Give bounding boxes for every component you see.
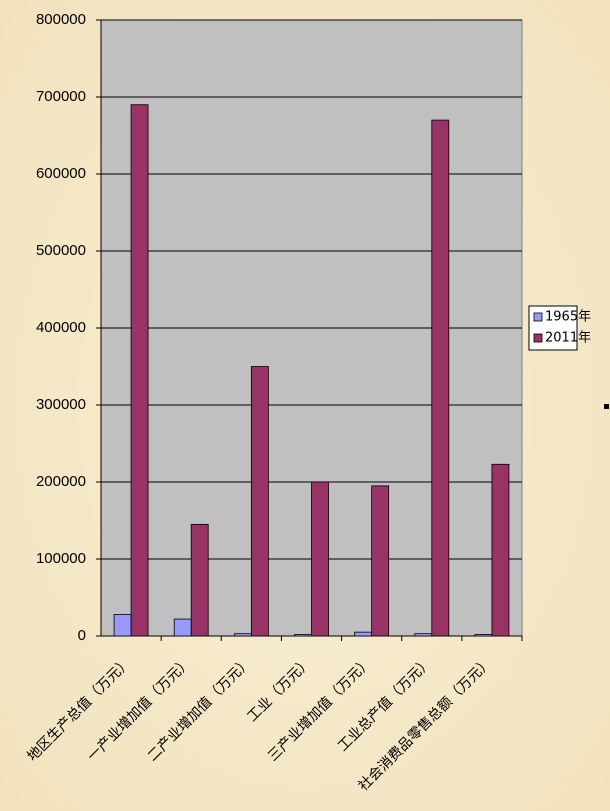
legend-swatch: [533, 333, 543, 343]
y-tick-label: 500000: [36, 242, 86, 259]
bar: [311, 481, 329, 637]
marker: [604, 404, 609, 409]
bar: [250, 366, 269, 637]
bar: [491, 463, 510, 637]
bar: [431, 119, 450, 637]
y-tick-label: 300000: [36, 396, 86, 413]
y-tick-label: 200000: [36, 473, 86, 490]
bar: [354, 631, 373, 637]
y-tick-label: 100000: [36, 550, 86, 567]
legend-swatch: [533, 312, 543, 322]
bar: [173, 618, 192, 637]
y-tick-label: 0: [78, 627, 86, 644]
legend-label: 2011年: [545, 331, 591, 346]
bar: [190, 523, 209, 637]
y-tick-label: 600000: [36, 165, 86, 182]
y-tick-label: 700000: [36, 88, 86, 105]
bar: [113, 614, 132, 637]
bar: [130, 104, 149, 637]
bar: [414, 633, 433, 637]
bar: [233, 633, 252, 637]
y-tick-label: 800000: [36, 11, 86, 28]
bar: [474, 634, 493, 637]
bar: [294, 634, 312, 637]
bar: [371, 485, 390, 637]
y-tick-label: 400000: [36, 319, 86, 336]
legend-label: 1965年: [545, 310, 591, 325]
